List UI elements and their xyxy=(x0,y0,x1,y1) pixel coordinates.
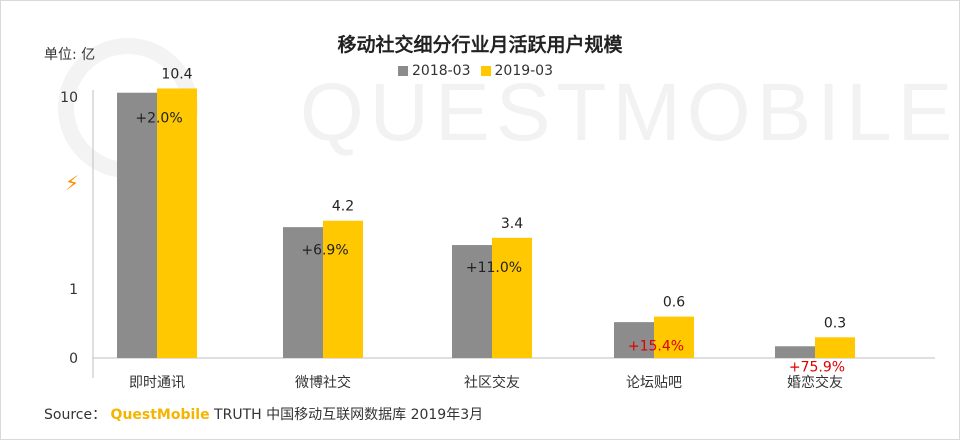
legend: 2018-03 2019-03 xyxy=(398,63,563,79)
source-prefix: Source： xyxy=(44,407,107,423)
legend-item-2019: 2019-03 xyxy=(480,63,554,79)
y-tick-label: 1 xyxy=(69,282,78,298)
legend-swatch-2019 xyxy=(480,66,491,76)
bar-2018-03-5 xyxy=(775,346,815,358)
unit-label: 单位: 亿 xyxy=(44,47,96,63)
bar-2019-03-2 xyxy=(323,220,363,358)
y-tick-label: 0 xyxy=(69,351,78,367)
value-label: 3.4 xyxy=(501,216,523,232)
x-tick-label: 即时通讯 xyxy=(129,375,185,391)
axis-break-icon: ⚡ xyxy=(65,171,79,195)
growth-label: +2.0% xyxy=(135,110,182,126)
x-tick-label: 婚恋交友 xyxy=(787,374,843,391)
bar-2018-03-3 xyxy=(452,245,492,358)
bar-2018-03-4 xyxy=(614,322,654,358)
x-tick-label: 微博社交 xyxy=(295,374,351,391)
value-label: 0.6 xyxy=(663,295,685,311)
legend-item-2018: 2018-03 xyxy=(398,63,471,79)
chart-title: 移动社交细分行业月活跃用户规模 xyxy=(337,34,623,56)
bar-2018-03-1 xyxy=(117,92,157,358)
x-tick-label: 论坛贴吧 xyxy=(626,375,682,391)
legend-swatch-2018 xyxy=(398,66,408,76)
x-tick-label: 社区交友 xyxy=(464,374,520,391)
source-brand: QuestMobile xyxy=(110,407,210,423)
bar-2019-03-5 xyxy=(815,337,855,358)
legend-label-2018: 2018-03 xyxy=(412,63,471,79)
bar-2019-03-1 xyxy=(157,88,197,358)
value-label: 4.2 xyxy=(332,199,354,215)
bar-2018-03-2 xyxy=(283,227,323,358)
value-label: 10.4 xyxy=(161,66,192,82)
legend-label-2019: 2019-03 xyxy=(494,63,554,79)
growth-label: +15.4% xyxy=(628,339,684,355)
growth-label: +6.9% xyxy=(301,243,348,259)
source-text: TRUTH 中国移动互联网数据库 2019年3月 xyxy=(209,407,484,423)
bar-2019-03-4 xyxy=(654,316,694,358)
y-tick-label: 10 xyxy=(60,90,78,106)
source-line: Source： QuestMobile TRUTH 中国移动互联网数据库 201… xyxy=(44,404,483,424)
growth-label: +75.9% xyxy=(789,359,845,375)
growth-label: +11.0% xyxy=(466,260,522,276)
bar-2019-03-3 xyxy=(492,237,532,358)
value-label: 0.3 xyxy=(824,315,846,331)
